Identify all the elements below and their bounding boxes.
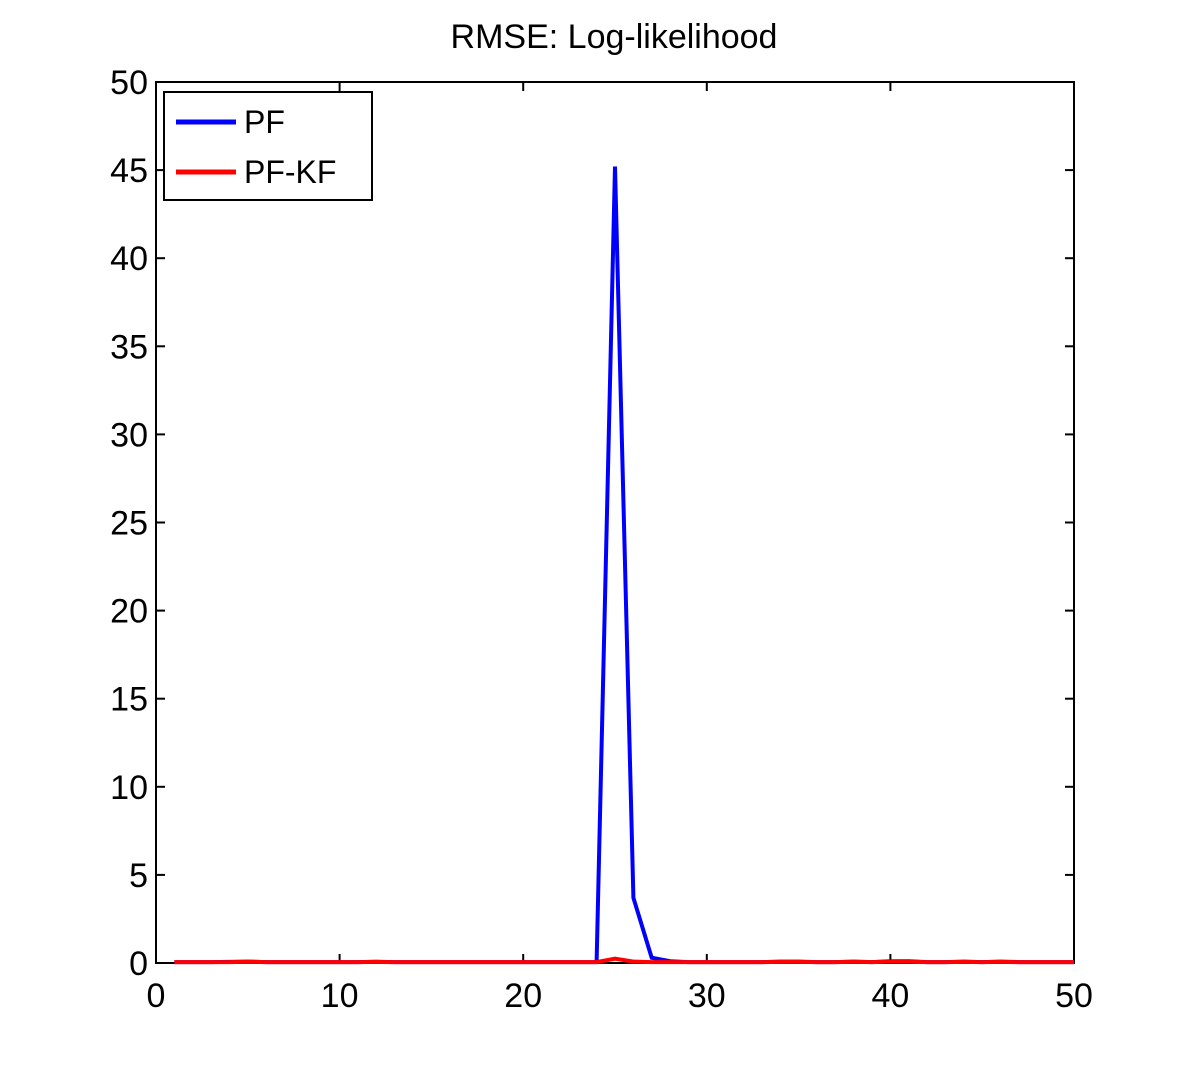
series-line-pf-kf (174, 956, 1074, 965)
y-tick-label: 15 (110, 681, 148, 719)
y-axis: 0 5 10 15 20 25 30 35 40 45 50 (110, 64, 1074, 983)
y-tick-label: 20 (110, 593, 148, 631)
y-tick-label: 25 (110, 505, 148, 543)
x-axis: 0 10 20 30 40 50 (147, 82, 1093, 1015)
x-tick-label: 40 (871, 977, 909, 1015)
chart-title: RMSE: Log-likelihood (451, 18, 778, 56)
y-tick-label: 0 (129, 945, 148, 983)
legend-box (163, 91, 373, 201)
x-tick-label: 0 (147, 977, 166, 1015)
x-tick-label: 50 (1055, 977, 1093, 1015)
x-tick-label: 30 (688, 977, 726, 1015)
series-group (174, 166, 1074, 965)
y-tick-label: 50 (110, 64, 148, 102)
y-tick-label: 10 (110, 769, 148, 807)
legend: PF PF-KF (163, 91, 373, 201)
y-tick-label: 30 (110, 416, 148, 454)
y-tick-label: 35 (110, 328, 148, 366)
y-tick-label: 5 (129, 857, 148, 895)
legend-label-pf: PF (244, 104, 285, 140)
legend-label-pf-kf: PF-KF (244, 154, 336, 190)
y-tick-label: 45 (110, 152, 148, 190)
y-tick-label: 40 (110, 240, 148, 278)
x-tick-label: 20 (504, 977, 542, 1015)
x-tick-label: 10 (321, 977, 359, 1015)
